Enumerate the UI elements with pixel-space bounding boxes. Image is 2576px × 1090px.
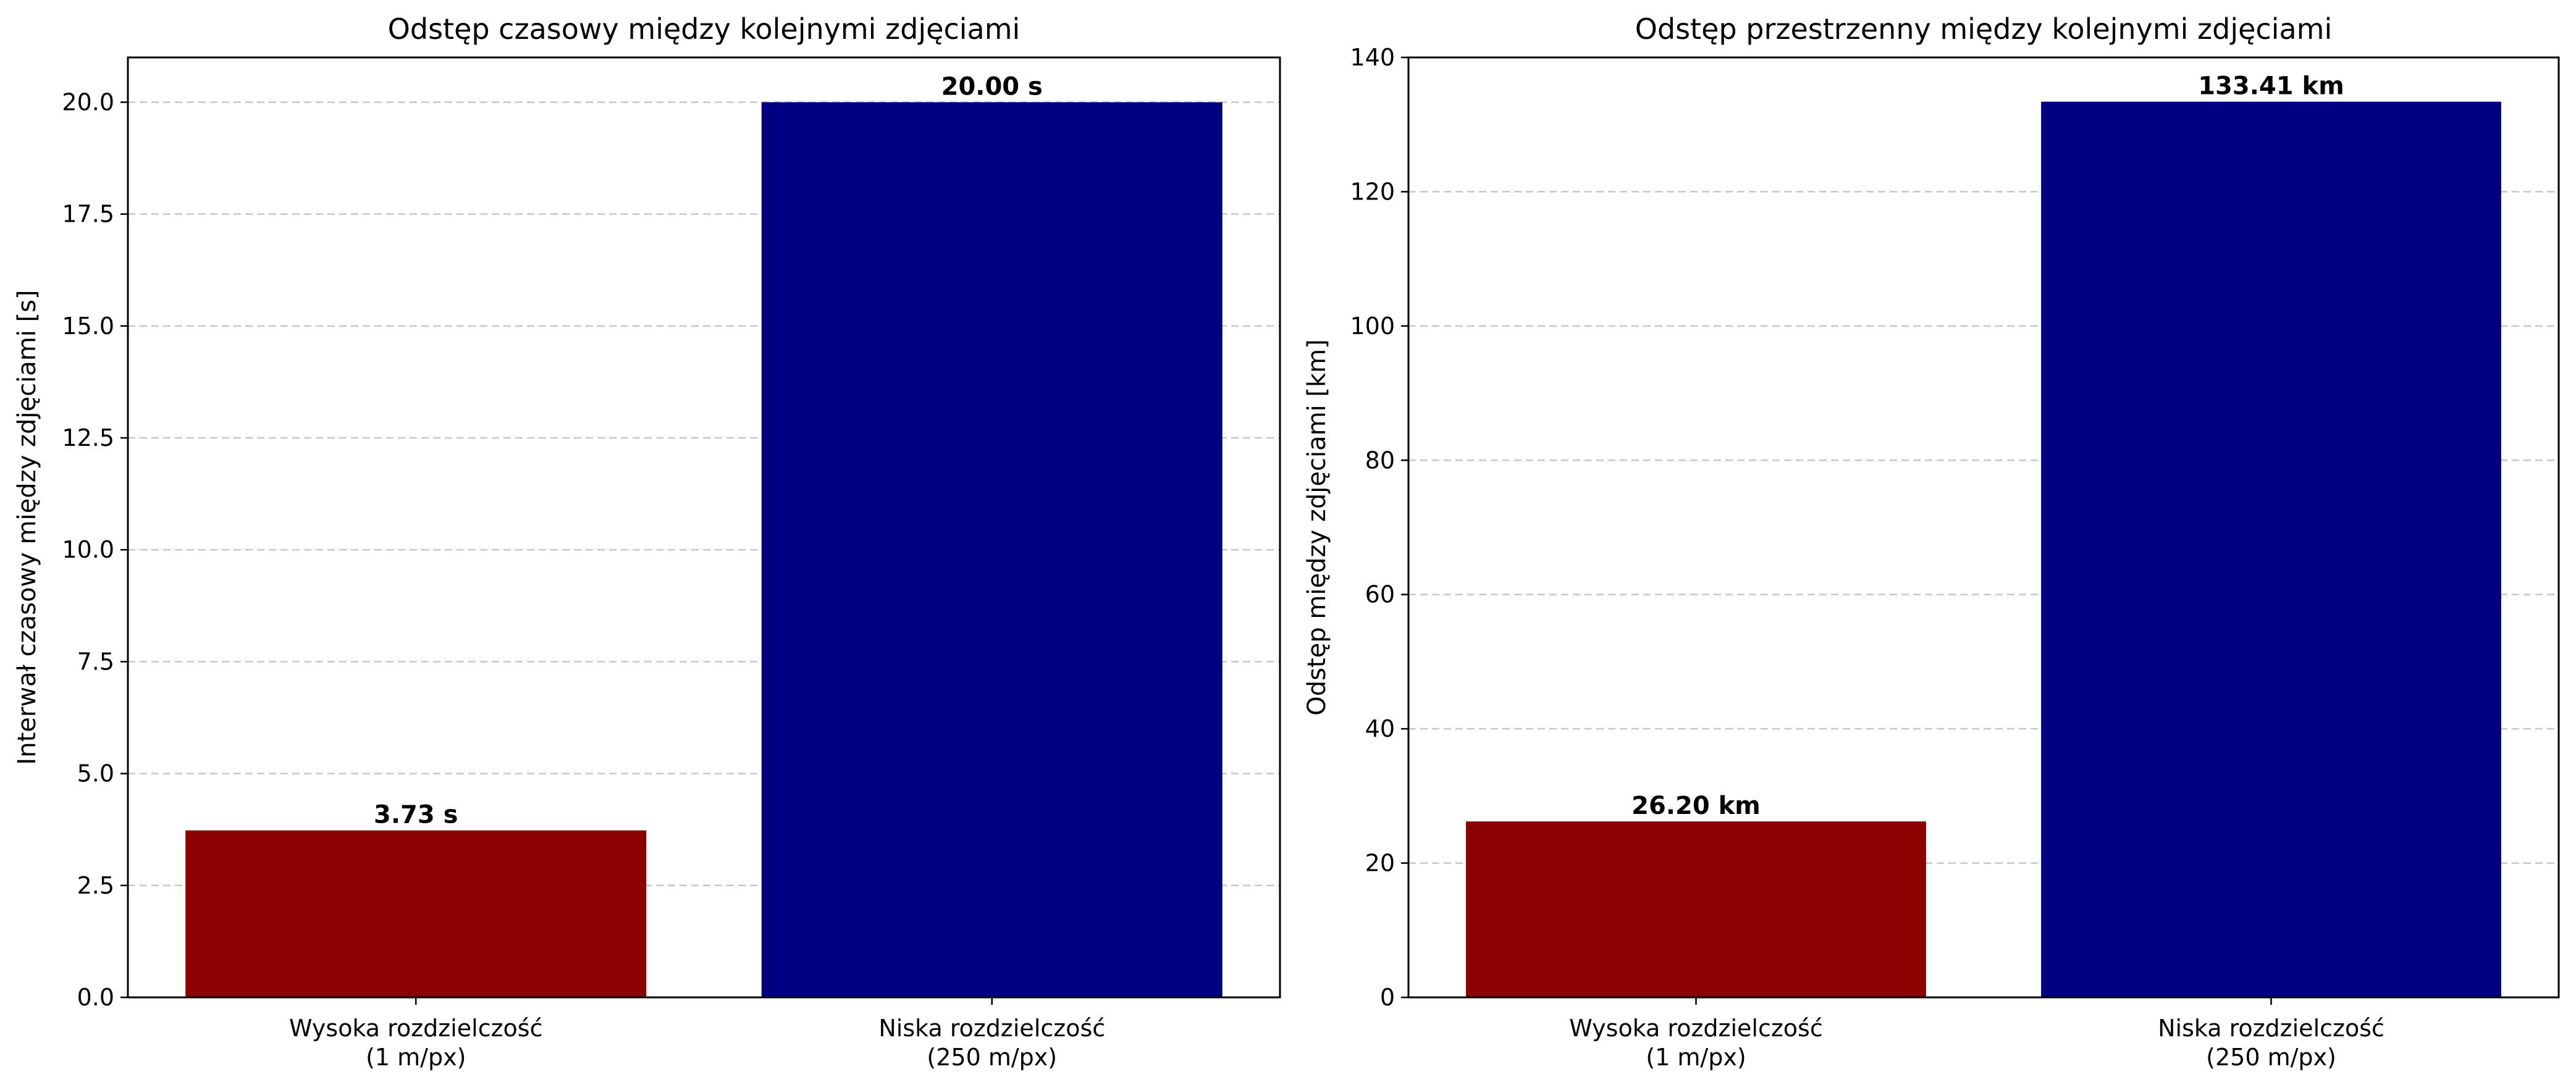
x-category-label: Niska rozdzielczość <box>2158 1015 2384 1042</box>
x-category-label: Wysoka rozdzielczość <box>1569 1015 1822 1042</box>
y-tick-label: 80 <box>1365 446 1395 474</box>
value-label: 20.00 s <box>941 72 1043 101</box>
y-tick-label: 10.0 <box>62 536 114 563</box>
y-tick-label: 17.5 <box>62 201 114 228</box>
bar <box>1466 821 1926 997</box>
y-tick-label: 140 <box>1350 44 1395 71</box>
y-tick-label: 120 <box>1350 178 1395 205</box>
x-category-sublabel: (250 m/px) <box>927 1044 1057 1071</box>
axes-frame <box>1407 56 2560 999</box>
y-tick-label: 5.0 <box>77 760 114 787</box>
y-tick-label: 20.0 <box>62 88 114 115</box>
time-interval-chart: 3.73 s 20.00 s 0.0 2.5 5.0 7.5 10.0 12.5 15.0 17.… <box>13 12 1281 1071</box>
x-category-label: Niska rozdzielczość <box>878 1015 1105 1042</box>
x-category-sublabel: (250 m/px) <box>2206 1044 2336 1071</box>
bar <box>185 830 647 997</box>
y-tick-label: 100 <box>1350 312 1395 340</box>
value-label: 26.20 km <box>1631 792 1761 820</box>
chart-title: Odstęp przestrzenny między kolejnymi zdj… <box>1635 12 2333 46</box>
x-category-label: Wysoka rozdzielczość <box>289 1015 542 1042</box>
x-category-sublabel: (1 m/px) <box>366 1044 466 1071</box>
y-tick-label: 2.5 <box>77 872 114 899</box>
y-tick-label: 0.0 <box>77 984 114 1011</box>
axes-frame <box>127 56 1281 999</box>
y-tick-label: 60 <box>1365 581 1395 608</box>
y-tick-label: 7.5 <box>77 648 114 675</box>
y-tick-label: 12.5 <box>62 424 114 451</box>
y-axis-label: Odstęp między zdjęciami [km] <box>1303 339 1331 715</box>
y-tick-label: 15.0 <box>62 312 114 340</box>
bar <box>2041 101 2501 998</box>
y-tick-label: 40 <box>1365 715 1395 742</box>
y-tick-label: 20 <box>1365 850 1395 877</box>
y-axis-label: Interwał czasowy między zdjęciami [s] <box>13 290 41 765</box>
spatial-distance-chart: 26.20 km 133.41 km 0 20 40 60 80 100 120 140 Wysok… <box>1303 12 2560 1071</box>
value-label: 133.41 km <box>2198 72 2344 101</box>
x-category-sublabel: (1 m/px) <box>1646 1044 1746 1071</box>
chart-title: Odstęp czasowy między kolejnymi zdjęciam… <box>388 12 1021 46</box>
bar <box>761 102 1223 997</box>
y-tick-label: 0 <box>1380 984 1395 1011</box>
value-label: 3.73 s <box>374 801 458 829</box>
